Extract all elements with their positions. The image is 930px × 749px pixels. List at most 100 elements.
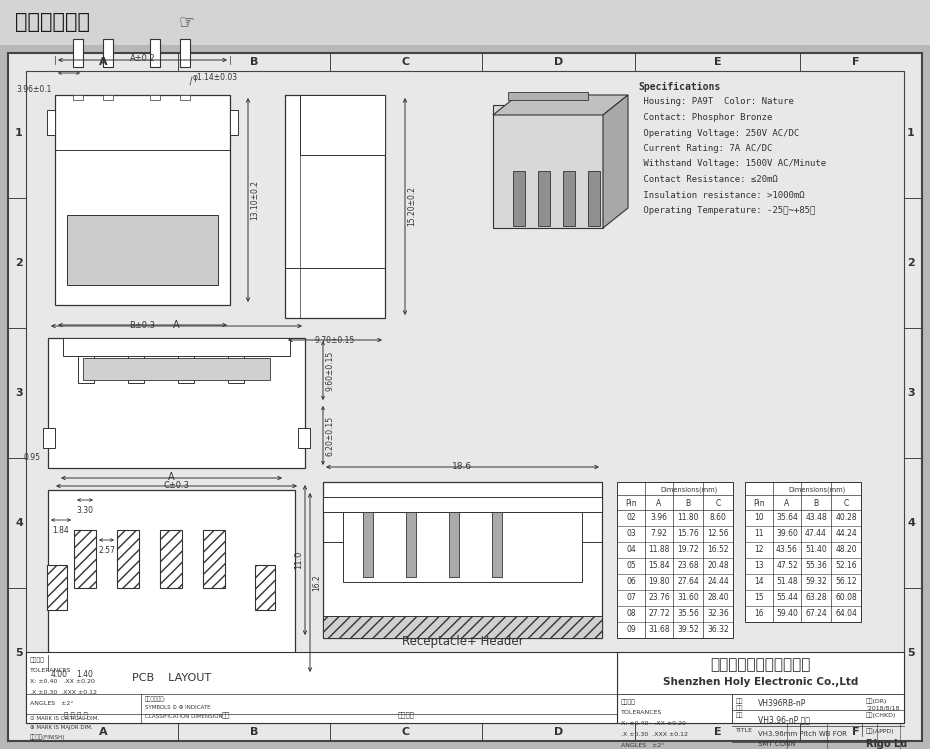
Text: 3.96: 3.96 [650, 514, 668, 523]
Text: Dimensions(mm): Dimensions(mm) [660, 487, 718, 494]
Text: Operating Voltage: 250V AC/DC: Operating Voltage: 250V AC/DC [638, 129, 799, 138]
Text: Insulation resistance: >1000mΩ: Insulation resistance: >1000mΩ [638, 190, 804, 199]
Text: 单据(CHKD): 单据(CHKD) [866, 712, 897, 718]
Text: B±0.3: B±0.3 [129, 321, 155, 330]
Text: 06: 06 [626, 577, 636, 586]
Text: SMT CONN: SMT CONN [758, 741, 795, 747]
Bar [74, 530, 96, 588]
Text: 16.2: 16.2 [312, 574, 321, 591]
Bar [47, 565, 67, 610]
Bar [180, 39, 190, 67]
Text: Receptacle+ Header: Receptacle+ Header [402, 635, 524, 648]
Polygon shape [493, 95, 628, 115]
Text: 63.28: 63.28 [805, 593, 827, 602]
Text: 日期: 日期 [221, 712, 231, 718]
Text: 3: 3 [15, 388, 23, 398]
Bar [406, 512, 416, 577]
Bar [745, 482, 861, 622]
Text: 07: 07 [626, 593, 636, 602]
Text: 08: 08 [626, 610, 636, 619]
Text: SYMBOLS ⊙ ⊕ INDICATE: SYMBOLS ⊙ ⊕ INDICATE [145, 705, 210, 710]
Text: A: A [173, 320, 179, 330]
Text: ⊙ MARK IS CRITICAL DIM.: ⊙ MARK IS CRITICAL DIM. [30, 716, 100, 721]
Text: 03: 03 [626, 530, 636, 539]
Text: CLASSIFICATION DIMENSION: CLASSIFICATION DIMENSION [145, 714, 222, 719]
Text: B: B [250, 727, 259, 737]
Text: 48.20: 48.20 [835, 545, 857, 554]
Text: Dimensions(mm): Dimensions(mm) [789, 487, 845, 494]
Text: 6.20±0.15: 6.20±0.15 [325, 416, 334, 455]
Text: 9.60±0.15: 9.60±0.15 [325, 351, 334, 391]
Text: 15.76: 15.76 [677, 530, 698, 539]
Text: C: C [844, 499, 849, 508]
Text: 2: 2 [907, 258, 915, 268]
Text: VH396RB-nP: VH396RB-nP [758, 700, 806, 709]
Text: 51.48: 51.48 [777, 577, 798, 586]
Text: 2.57: 2.57 [98, 546, 115, 555]
Text: 一般公差: 一般公差 [30, 657, 45, 663]
Text: F: F [852, 57, 859, 67]
Bar [363, 512, 373, 577]
Text: 64.04: 64.04 [835, 610, 857, 619]
Text: 3.96±0.1: 3.96±0.1 [17, 85, 52, 94]
Text: 52.16: 52.16 [835, 562, 857, 571]
Bar [323, 616, 602, 638]
Bar [48, 490, 295, 675]
Text: 40.28: 40.28 [835, 514, 857, 523]
Text: 表面处理(FINISH): 表面处理(FINISH) [30, 734, 65, 739]
Text: 3.30: 3.30 [76, 506, 94, 515]
Bar [0, 0, 930, 45]
Bar [128, 338, 144, 383]
Bar [493, 105, 603, 228]
Bar [26, 71, 904, 723]
Bar [178, 338, 194, 383]
Text: 05: 05 [626, 562, 636, 571]
Text: Current Rating: 7A AC/DC: Current Rating: 7A AC/DC [638, 144, 773, 153]
Text: 9.70±0.15: 9.70±0.15 [315, 336, 355, 345]
Text: 15: 15 [754, 593, 764, 602]
Bar [103, 39, 113, 67]
Text: 44.24: 44.24 [835, 530, 857, 539]
Text: C: C [402, 57, 410, 67]
Text: 7.92: 7.92 [651, 530, 668, 539]
Text: Specifications: Specifications [638, 82, 720, 92]
Text: 35.64: 35.64 [776, 514, 798, 523]
Text: 4: 4 [907, 518, 915, 528]
Text: .X ±0.30  .XXX ±0.12: .X ±0.30 .XXX ±0.12 [621, 732, 688, 737]
Text: 工程: 工程 [736, 698, 743, 703]
Bar [160, 530, 182, 588]
Text: 质量责任: 质量责任 [397, 712, 415, 718]
Text: 51.40: 51.40 [805, 545, 827, 554]
Bar [323, 497, 602, 512]
Text: A: A [168, 472, 175, 482]
Text: 43.56: 43.56 [776, 545, 798, 554]
Text: 55.44: 55.44 [776, 593, 798, 602]
Text: A: A [99, 57, 107, 67]
Bar [492, 512, 502, 577]
Polygon shape [603, 95, 628, 228]
Text: Housing: PA9T  Color: Nature: Housing: PA9T Color: Nature [638, 97, 794, 106]
Text: 14: 14 [754, 577, 764, 586]
Text: 28.40: 28.40 [707, 593, 729, 602]
Text: 1.40: 1.40 [76, 670, 93, 679]
Text: 02: 02 [626, 514, 636, 523]
Text: 1: 1 [15, 128, 23, 138]
Text: Withstand Voltage: 1500V AC/Minute: Withstand Voltage: 1500V AC/Minute [638, 160, 826, 169]
Text: TOLERANCES: TOLERANCES [30, 668, 72, 673]
Bar [150, 95, 160, 100]
Bar [203, 530, 225, 588]
Bar [255, 565, 275, 610]
Bar [43, 428, 55, 448]
Text: 4.00: 4.00 [51, 670, 68, 679]
Text: Pin: Pin [753, 499, 764, 508]
Text: 59.32: 59.32 [805, 577, 827, 586]
Text: E: E [713, 57, 722, 67]
Text: 47.44: 47.44 [805, 530, 827, 539]
Text: 60.08: 60.08 [835, 593, 857, 602]
Text: C±0.3: C±0.3 [164, 481, 190, 490]
Text: A: A [657, 499, 661, 508]
Text: E: E [713, 727, 722, 737]
Bar [228, 338, 244, 383]
Text: 2: 2 [15, 258, 23, 268]
Text: 31.60: 31.60 [677, 593, 698, 602]
